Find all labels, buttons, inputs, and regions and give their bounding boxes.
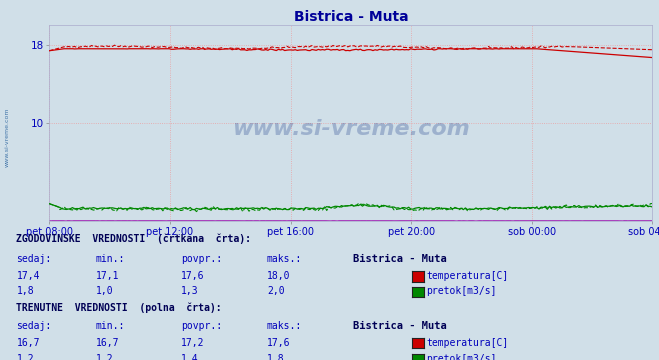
Text: 1,8: 1,8 bbox=[16, 286, 34, 296]
Text: 17,4: 17,4 bbox=[16, 271, 40, 281]
Text: Bistrica - Muta: Bistrica - Muta bbox=[353, 254, 446, 264]
Text: 17,2: 17,2 bbox=[181, 338, 205, 348]
Text: Bistrica - Muta: Bistrica - Muta bbox=[353, 321, 446, 331]
Text: 1,4: 1,4 bbox=[181, 354, 199, 360]
Text: 2,0: 2,0 bbox=[267, 286, 285, 296]
Text: www.si-vreme.com: www.si-vreme.com bbox=[5, 107, 10, 167]
Title: Bistrica - Muta: Bistrica - Muta bbox=[294, 10, 408, 24]
Text: min.:: min.: bbox=[96, 254, 125, 264]
Text: pretok[m3/s]: pretok[m3/s] bbox=[426, 354, 497, 360]
Text: www.si-vreme.com: www.si-vreme.com bbox=[232, 119, 470, 139]
Text: pretok[m3/s]: pretok[m3/s] bbox=[426, 286, 497, 296]
Text: maks.:: maks.: bbox=[267, 321, 302, 331]
Text: povpr.:: povpr.: bbox=[181, 321, 222, 331]
Text: min.:: min.: bbox=[96, 321, 125, 331]
Text: temperatura[C]: temperatura[C] bbox=[426, 338, 509, 348]
Text: maks.:: maks.: bbox=[267, 254, 302, 264]
Text: TRENUTNE  VREDNOSTI  (polna  črta):: TRENUTNE VREDNOSTI (polna črta): bbox=[16, 302, 222, 313]
Text: temperatura[C]: temperatura[C] bbox=[426, 271, 509, 281]
Text: 17,6: 17,6 bbox=[181, 271, 205, 281]
Text: 1,2: 1,2 bbox=[16, 354, 34, 360]
Text: sedaj:: sedaj: bbox=[16, 254, 51, 264]
Text: 17,6: 17,6 bbox=[267, 338, 291, 348]
Text: 1,8: 1,8 bbox=[267, 354, 285, 360]
Text: 17,1: 17,1 bbox=[96, 271, 119, 281]
Text: 1,3: 1,3 bbox=[181, 286, 199, 296]
Text: 1,2: 1,2 bbox=[96, 354, 113, 360]
Text: ZGODOVINSKE  VREDNOSTI  (črtkana  črta):: ZGODOVINSKE VREDNOSTI (črtkana črta): bbox=[16, 234, 252, 244]
Text: 1,0: 1,0 bbox=[96, 286, 113, 296]
Text: sedaj:: sedaj: bbox=[16, 321, 51, 331]
Text: 16,7: 16,7 bbox=[96, 338, 119, 348]
Text: povpr.:: povpr.: bbox=[181, 254, 222, 264]
Text: 16,7: 16,7 bbox=[16, 338, 40, 348]
Text: 18,0: 18,0 bbox=[267, 271, 291, 281]
